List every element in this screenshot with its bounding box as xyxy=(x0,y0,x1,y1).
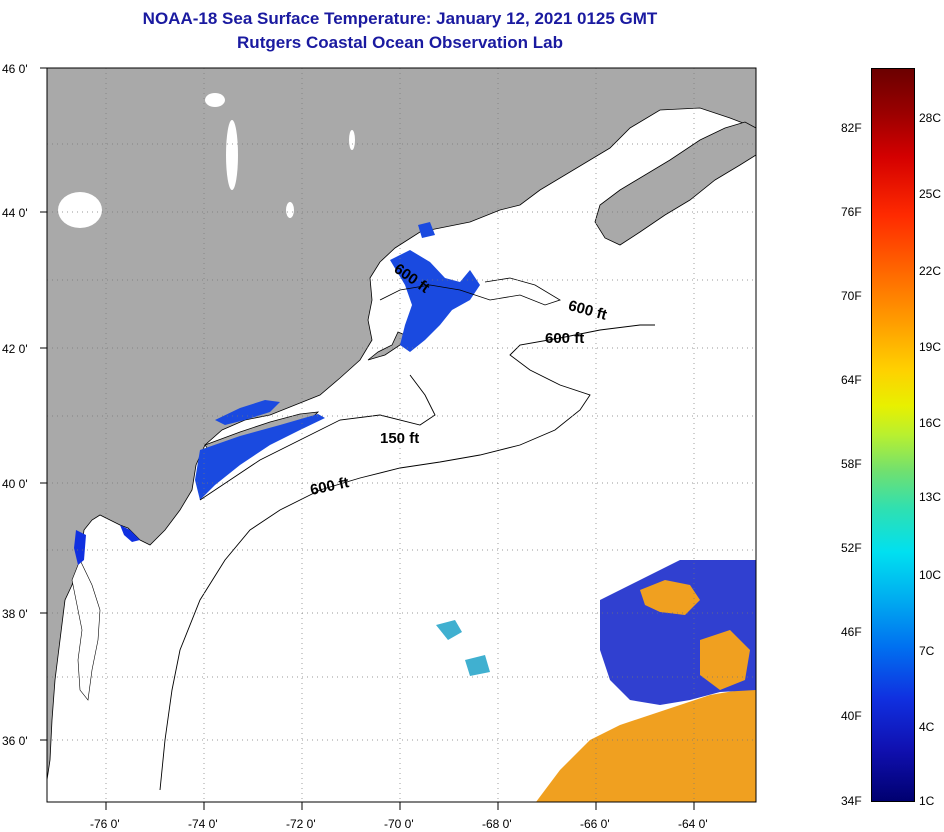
colorbar-f-label: 76F xyxy=(841,205,862,219)
lon-label-70: -70 0' xyxy=(384,817,414,831)
temperature-colorbar xyxy=(871,68,915,802)
colorbar-c-label: 25C xyxy=(919,187,942,201)
colorbar-f-label: 58F xyxy=(841,457,862,471)
lon-label-74: -74 0' xyxy=(188,817,218,831)
colorbar-f-label: 46F xyxy=(841,625,862,639)
lon-label-72: -72 0' xyxy=(286,817,316,831)
colorbar-c-label: 28C xyxy=(919,111,942,125)
colorbar-f-label: 52F xyxy=(841,541,862,555)
map-frame xyxy=(46,67,757,803)
lat-label-38: 38 0' xyxy=(2,607,28,621)
graticule xyxy=(47,68,756,802)
chesapeake-cold xyxy=(74,530,86,565)
sst-patch xyxy=(436,620,462,640)
colorbar-f-label: 64F xyxy=(841,373,862,387)
colorbar-c-label: 10C xyxy=(919,568,942,582)
colorbar-c-label: 19C xyxy=(919,340,942,354)
lat-label-46: 46 0' xyxy=(2,62,28,76)
contour-label-150ft: 150 ft xyxy=(380,430,420,447)
lon-label-64: -64 0' xyxy=(678,817,708,831)
sst-warm-eddy xyxy=(640,580,700,615)
colorbar-f-label: 40F xyxy=(841,709,862,723)
lat-label-44: 44 0' xyxy=(2,206,28,220)
contour-150ft xyxy=(199,374,436,501)
map-subtitle: Rutgers Coastal Ocean Observation Lab xyxy=(237,33,563,52)
lon-label-68: -68 0' xyxy=(482,817,512,831)
sst-cold-gulf-maine xyxy=(390,250,480,352)
lat-label-36: 36 0' xyxy=(2,734,28,748)
lon-label-76: -76 0' xyxy=(90,817,120,831)
sst-cold-lis xyxy=(215,400,280,425)
lake xyxy=(205,93,225,107)
contour-gulf-maine xyxy=(379,277,561,306)
colorbar-f-label: 34F xyxy=(841,794,862,808)
sst-cold-maine-coast xyxy=(418,222,435,238)
lake xyxy=(226,120,238,190)
chesapeake-bay xyxy=(71,559,101,701)
colorbar-c-label: 16C xyxy=(919,416,942,430)
contour-600ft-south xyxy=(159,324,655,791)
colorbar-f-label: 70F xyxy=(841,289,862,303)
contour-label-600ft: 600 ft xyxy=(545,330,585,347)
map-title: NOAA-18 Sea Surface Temperature: January… xyxy=(142,9,658,28)
sst-warm-east xyxy=(700,630,750,690)
lake xyxy=(58,192,102,228)
delaware-bay xyxy=(120,525,140,542)
axis-ticks xyxy=(40,67,695,810)
colorbar-c-label: 22C xyxy=(919,264,942,278)
lon-label-66: -66 0' xyxy=(580,817,610,831)
land-nova-scotia xyxy=(594,121,757,246)
colorbar-c-label: 4C xyxy=(919,720,935,734)
colorbar-c-label: 1C xyxy=(919,794,935,808)
sst-warm-gulf-stream xyxy=(536,688,756,802)
colorbar-f-label: 82F xyxy=(841,121,862,135)
sst-cold-ny-bight xyxy=(195,414,325,500)
lake xyxy=(349,130,355,150)
colorbar-c-label: 13C xyxy=(919,490,942,504)
lat-label-42: 42 0' xyxy=(2,342,28,356)
sst-patch xyxy=(465,655,490,676)
colorbar-c-label: 7C xyxy=(919,644,935,658)
lake xyxy=(286,202,294,218)
lat-label-40: 40 0' xyxy=(2,477,28,491)
land-cape-cod xyxy=(367,331,406,361)
